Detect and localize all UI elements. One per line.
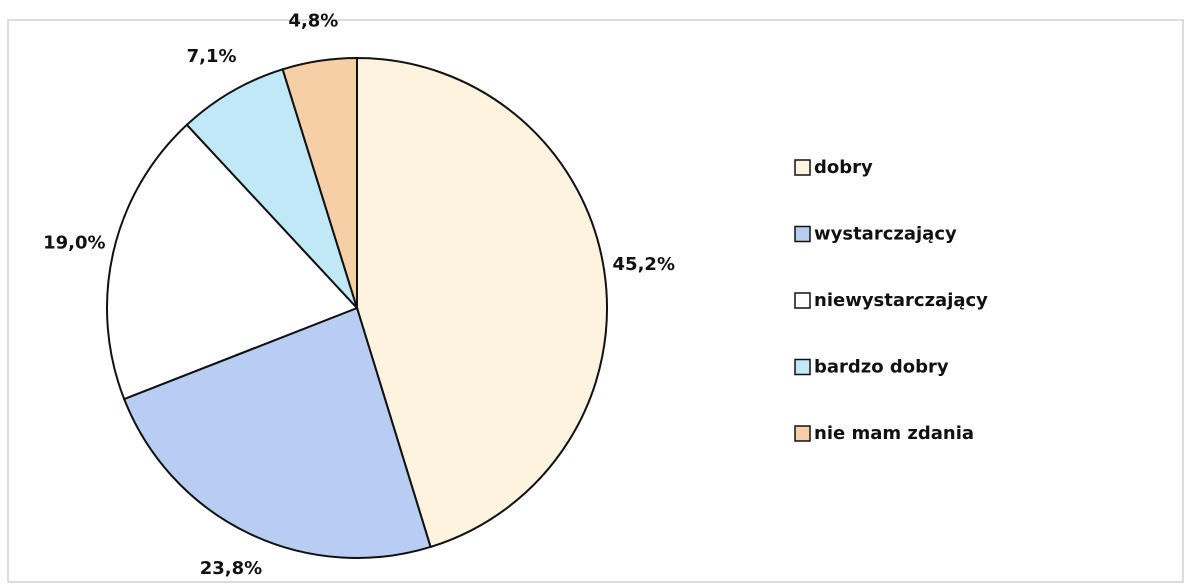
legend-swatch xyxy=(794,358,811,376)
legend-label: wystarczający xyxy=(814,224,957,245)
legend-swatch xyxy=(794,425,811,442)
pie-slice xyxy=(281,56,358,309)
legend-label: dobry xyxy=(814,157,873,178)
pie-slice xyxy=(185,68,358,309)
data-label: 4,8% xyxy=(288,10,338,31)
legend-swatch xyxy=(794,159,811,176)
legend-label: nie mam zdania xyxy=(814,423,974,444)
data-label: 45,2% xyxy=(613,254,675,275)
pie-slice xyxy=(122,306,432,559)
data-label: 7,1% xyxy=(187,46,237,67)
data-label: 19,0% xyxy=(43,232,105,253)
pie-slice xyxy=(356,56,608,549)
legend-swatch xyxy=(794,292,811,309)
pie-slice xyxy=(106,123,359,401)
data-label: 23,8% xyxy=(200,558,262,579)
legend-swatch xyxy=(794,225,811,243)
legend-label: bardzo dobry xyxy=(814,357,949,378)
legend-label: niewystarczający xyxy=(814,290,988,311)
